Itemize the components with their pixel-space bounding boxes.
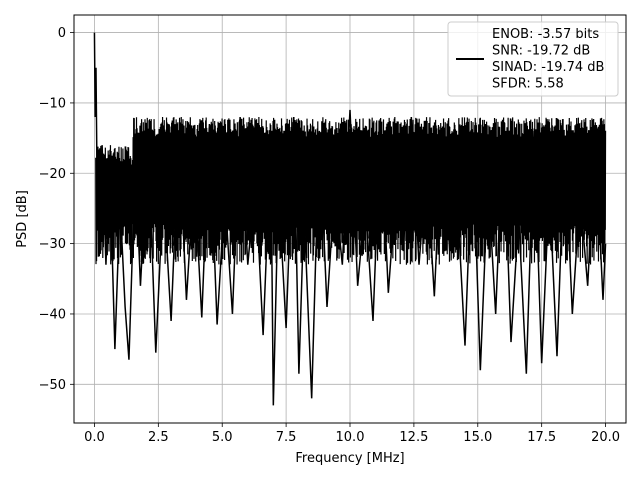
y-tick-label: −10 [39, 96, 66, 111]
x-tick-label: 10.0 [336, 430, 365, 445]
x-tick-label: 12.5 [399, 430, 428, 445]
x-tick-label: 0.0 [84, 430, 105, 445]
series-layer [93, 32, 607, 406]
x-tick-label: 17.5 [527, 430, 556, 445]
series-line [93, 32, 607, 406]
legend-line-enob: ENOB: -3.57 bits [492, 27, 599, 42]
legend: ENOB: -3.57 bits SNR: -19.72 dB SINAD: -… [447, 21, 619, 97]
x-tick-label: 5.0 [212, 430, 233, 445]
legend-line-sinad: SINAD: -19.74 dB [492, 60, 604, 75]
y-axis-label: PSD [dB] [15, 190, 30, 248]
x-tick-label: 2.5 [148, 430, 169, 445]
y-tick-label: −50 [39, 378, 66, 393]
legend-line-snr: SNR: -19.72 dB [492, 44, 590, 59]
x-tick-label: 15.0 [463, 430, 492, 445]
x-tick-label: 20.0 [591, 430, 620, 445]
x-axis-label: Frequency [MHz] [295, 451, 404, 466]
y-tick-label: 0 [58, 26, 66, 41]
x-tick-label: 7.5 [276, 430, 297, 445]
y-tick-label: −20 [39, 167, 66, 182]
ticks: 0.0 2.5 5.0 7.5 10.0 12.5 15.0 17.5 20.0 0 −10 −20 −… [39, 26, 620, 445]
legend-box [447, 21, 619, 97]
y-tick-label: −40 [39, 307, 66, 322]
y-tick-label: −30 [39, 237, 66, 252]
legend-line-sfdr: SFDR: 5.58 [492, 77, 564, 92]
